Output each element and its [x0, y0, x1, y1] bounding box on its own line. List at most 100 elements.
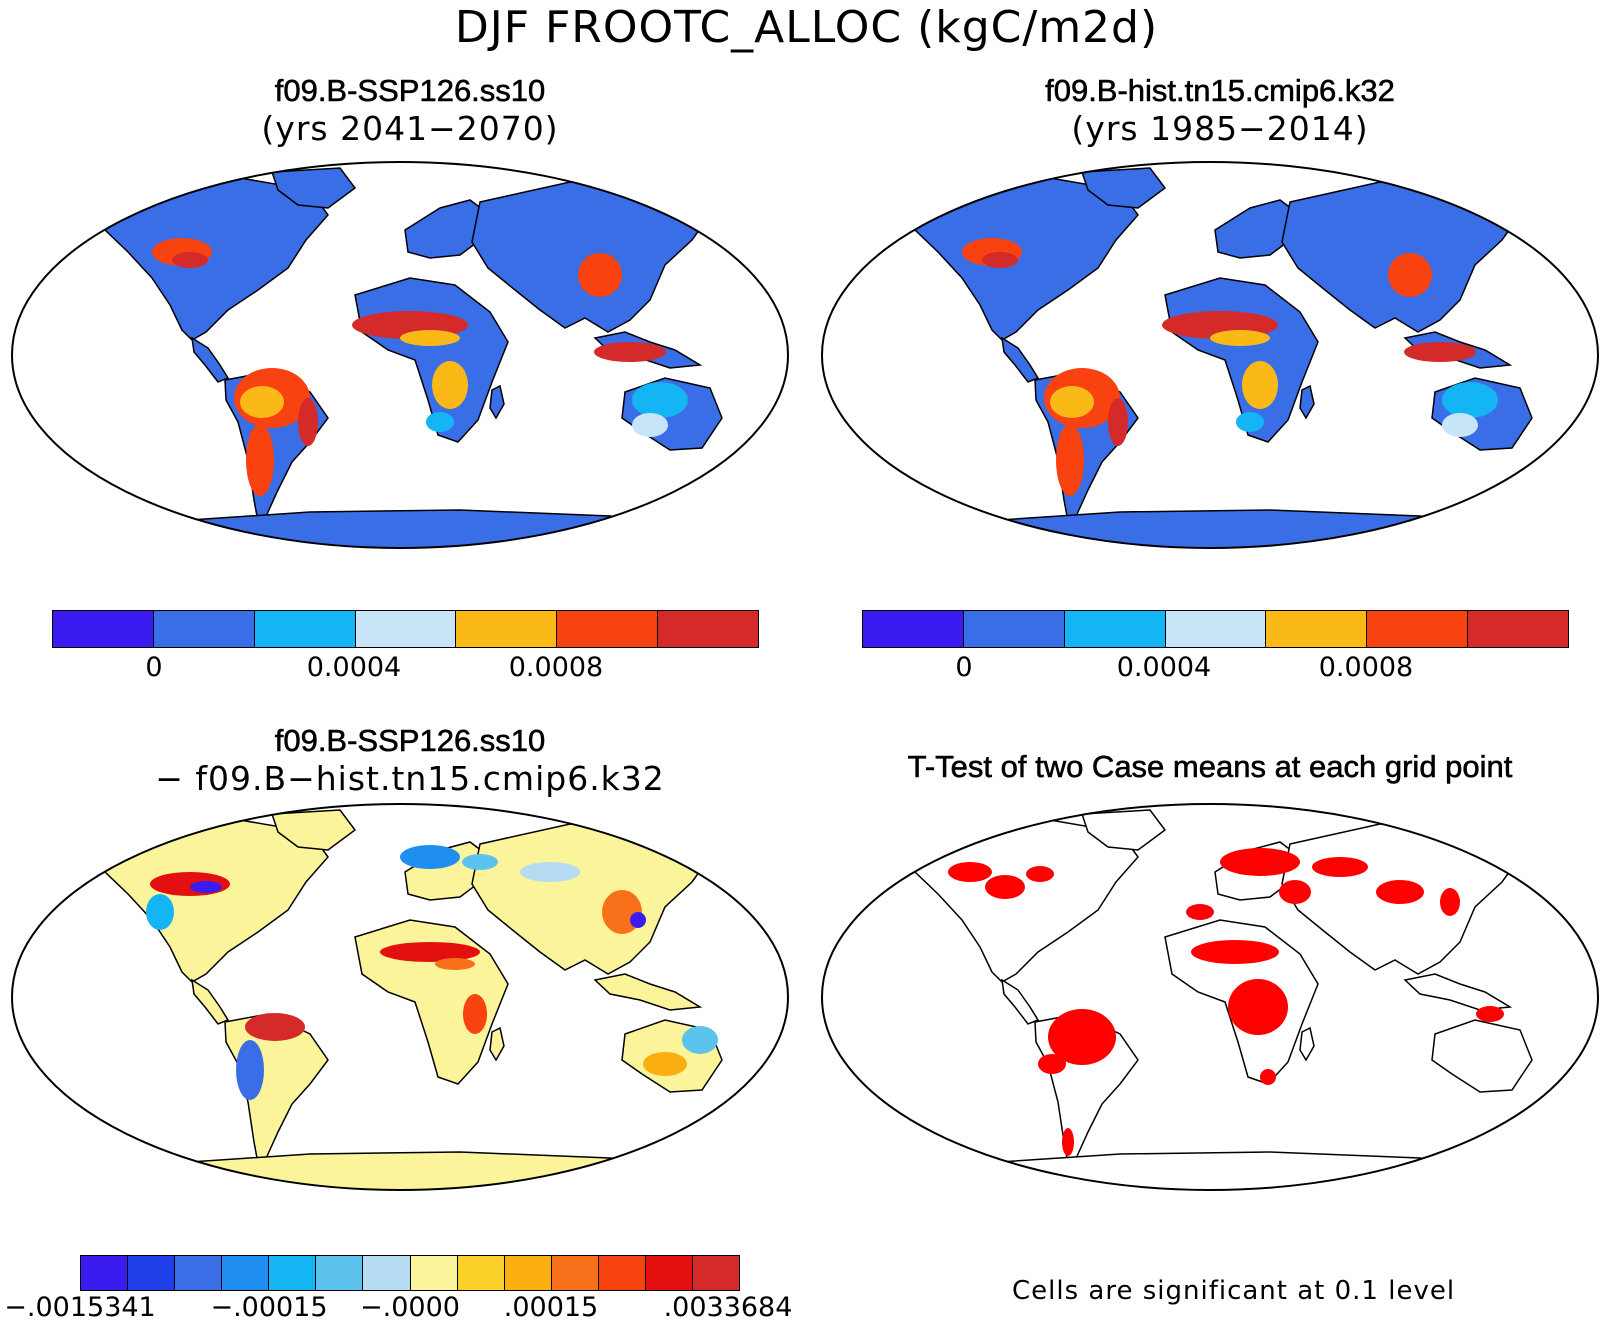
- panel4-sig-region-0: [948, 862, 992, 882]
- ttest-note: Cells are significant at 0.1 level: [1012, 1276, 1456, 1306]
- panel3-title-block: f09.B-SSP126.ss10 − f09.B−hist.tn15.cmip…: [90, 722, 730, 799]
- panel2-hotspot-1: [982, 252, 1018, 268]
- panel3-colorbar-swatch-5: [316, 1256, 364, 1290]
- panel3-colorbar-swatch-12: [645, 1256, 694, 1290]
- panel1-title: f09.B-SSP126.ss10: [274, 73, 546, 109]
- panel2-map: [821, 161, 1599, 549]
- panel2-tick-1: 0.0004: [1116, 652, 1212, 683]
- panel4-significance: [948, 848, 1504, 1156]
- panel4-map: [821, 803, 1599, 1191]
- panel3-colorbar: [80, 1255, 740, 1291]
- panel3-colorbar-swatch-4: [269, 1256, 317, 1290]
- panel1-colorbar: [52, 610, 759, 648]
- panel1-map: [11, 161, 789, 549]
- panel3-anomaly-8: [245, 1013, 305, 1041]
- panel3-tick-1: −.00015: [210, 1292, 328, 1323]
- panel4-sig-region-7: [1186, 904, 1214, 920]
- panel1-title-block: f09.B-SSP126.ss10 (yrs 2041−2070): [180, 72, 640, 149]
- panel4-title-block: T-Test of two Case means at each grid po…: [840, 748, 1580, 785]
- panel1-hotspot-10: [632, 382, 688, 418]
- panel2-colorbar-swatch-1: [963, 611, 1065, 647]
- panel3-anomaly-3: [400, 845, 460, 869]
- panel3-colorbar-swatch-3: [222, 1256, 270, 1290]
- panel2-hotspot-6: [1210, 330, 1270, 346]
- panel1-subtitle: (yrs 2041−2070): [261, 109, 559, 149]
- panel3-central-america: [191, 978, 230, 1025]
- panel3-anomaly-2: [146, 894, 174, 930]
- panel3-anomaly-10: [463, 994, 487, 1034]
- panel2-hotspot-8: [1388, 253, 1432, 297]
- panel1-greenland: [270, 167, 357, 209]
- panel3-colorbar-swatch-11: [598, 1256, 646, 1290]
- panel4-sig-region-12: [1279, 880, 1311, 904]
- panel1-madagascar: [489, 384, 505, 420]
- panel3-colorbar-swatch-1: [128, 1256, 176, 1290]
- panel1-colorbar-swatch-6: [658, 611, 759, 647]
- panel3-greenland: [270, 809, 357, 851]
- panel4-sig-region-6: [1228, 979, 1288, 1035]
- panel4-indonesia: [1403, 973, 1513, 1011]
- figure-title: DJF FROOTC_ALLOC (kgC/m2d): [454, 2, 1159, 53]
- panel1-map-border: [11, 161, 789, 549]
- panel1-hotspot-6: [400, 330, 460, 346]
- panel4-sig-region-4: [1038, 1054, 1066, 1074]
- panel3-anomaly-4: [462, 854, 498, 870]
- panel2-madagascar: [1299, 384, 1315, 420]
- panel1-colorbar-swatch-1: [153, 611, 255, 647]
- panel2-hotspot-9: [1404, 342, 1476, 362]
- panel3-colorbar-swatch-9: [504, 1256, 552, 1290]
- panel4-sig-region-10: [1376, 880, 1424, 904]
- panel1-tick-1: 0.0004: [306, 652, 402, 683]
- panel3-anomalies: [146, 845, 718, 1100]
- panel3-anomaly-14: [643, 1052, 687, 1076]
- panel4-sig-region-14: [1062, 1128, 1074, 1156]
- panel2-hotspot-12: [1108, 398, 1128, 446]
- panel2-hotspot-13: [1236, 412, 1264, 432]
- panel3-anomaly-12: [630, 912, 646, 928]
- panel1-colorbar-swatch-2: [254, 611, 356, 647]
- panel1-hotspots: [152, 238, 688, 496]
- panel4-sig-region-1: [985, 875, 1025, 899]
- panel1-colorbar-swatch-0: [53, 611, 154, 647]
- panel3-anomaly-7: [435, 958, 475, 970]
- panel3-anomaly-5: [520, 862, 580, 882]
- panel2-colorbar: [862, 610, 1569, 648]
- panel2-map-border: [821, 161, 1599, 549]
- panel1-hotspot-3: [240, 386, 284, 418]
- panel4-sig-region-8: [1220, 848, 1300, 876]
- panel2-greenland: [1080, 167, 1167, 209]
- panel1-hotspot-13: [426, 412, 454, 432]
- panel1-tick-2: 0.0008: [508, 652, 604, 683]
- panel2-colorbar-swatch-4: [1266, 611, 1368, 647]
- panel4-madagascar: [1299, 1026, 1315, 1062]
- panel3-colorbar-swatch-8: [457, 1256, 505, 1290]
- panel2-colorbar-swatch-0: [863, 611, 964, 647]
- panel1-hotspot-9: [594, 342, 666, 362]
- panel3-anomaly-9: [236, 1040, 264, 1100]
- panel2-central-america: [1001, 336, 1040, 383]
- panel3-indonesia: [593, 973, 703, 1011]
- panel1-central-america: [191, 336, 230, 383]
- panel2-colorbar-swatch-2: [1064, 611, 1166, 647]
- panel2-colorbar-swatch-3: [1165, 611, 1267, 647]
- panel2-hotspot-7: [1242, 361, 1278, 409]
- panel4-sig-region-3: [1048, 1009, 1116, 1065]
- panel3-colorbar-swatch-2: [175, 1256, 223, 1290]
- panel3-subtitle: − f09.B−hist.tn15.cmip6.k32: [155, 759, 665, 799]
- panel2-tick-0: 0: [955, 652, 973, 683]
- panel4-australia: [1431, 1019, 1533, 1093]
- panel2-colorbar-swatch-5: [1367, 611, 1469, 647]
- panel3-anomaly-6: [380, 942, 480, 962]
- panel2-hotspot-4: [1056, 424, 1084, 496]
- panel1-hotspot-1: [172, 252, 208, 268]
- panel3-colorbar-swatch-6: [363, 1256, 411, 1290]
- panel2-colorbar-swatch-6: [1468, 611, 1569, 647]
- panel3-madagascar: [489, 1026, 505, 1062]
- panel3-tick-4: .0033684: [663, 1292, 793, 1323]
- panel3-colorbar-swatch-10: [551, 1256, 599, 1290]
- panel1-hotspot-8: [578, 253, 622, 297]
- panel4-greenland: [1080, 809, 1167, 851]
- panel4-sig-region-5: [1191, 940, 1279, 964]
- panel4-sig-region-15: [1476, 1006, 1504, 1022]
- panel3-tick-0: −.0015341: [4, 1292, 156, 1323]
